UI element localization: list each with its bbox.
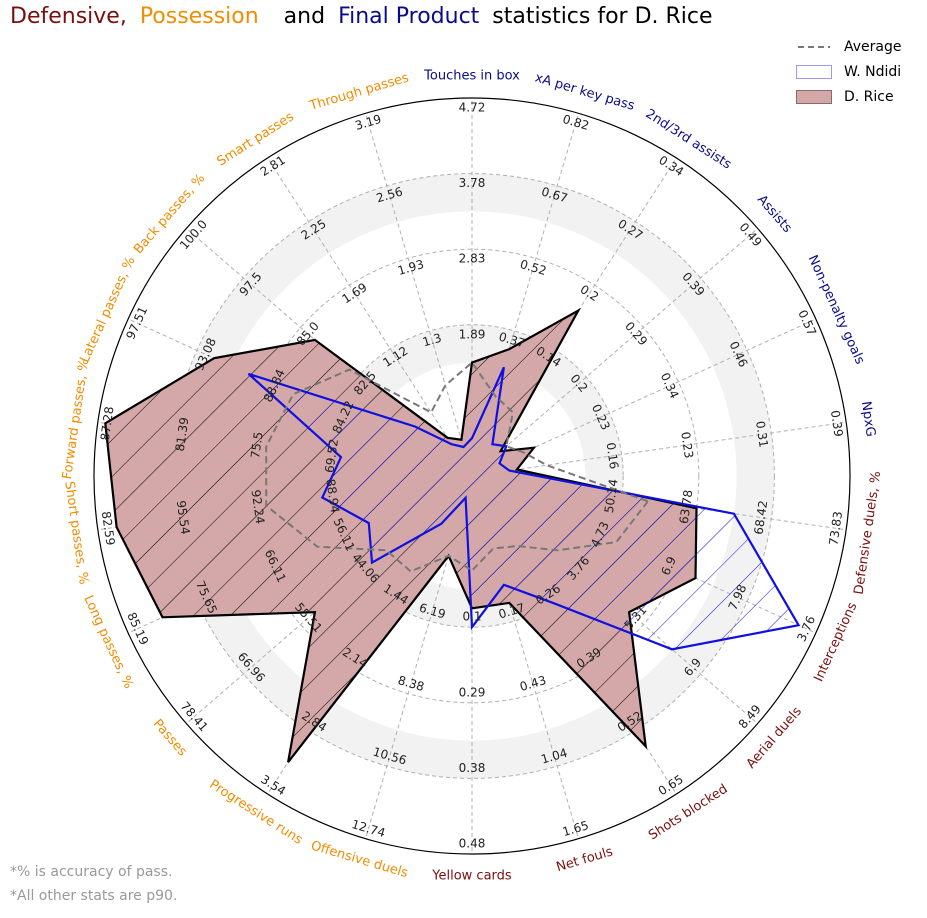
tick-label: 0.16 (603, 442, 621, 470)
tick-label: 0.57 (795, 308, 819, 338)
tick-label: 3.54 (258, 772, 288, 798)
tick-label: 2.83 (459, 252, 486, 266)
title-part-defensive: Defensive, (10, 4, 127, 29)
tick-label: 73.83 (826, 510, 845, 546)
tick-label: 1.89 (459, 327, 486, 341)
tick-label: 95.54 (174, 500, 193, 536)
tick-label: 63.78 (677, 489, 696, 525)
tick-label: 0.34 (656, 153, 686, 179)
tick-label: 8.49 (736, 702, 764, 731)
tick-label: 100.0 (177, 217, 210, 252)
spoke-21 (471, 421, 847, 477)
tick-label: 88.94 (323, 478, 342, 514)
category-label: Non-penalty goals (805, 253, 868, 367)
category-label: Offensive duels (309, 838, 410, 881)
outer-circle (93, 97, 851, 855)
tick-label: 0.23 (678, 431, 696, 459)
legend-label-rice: D. Rice (844, 88, 894, 105)
tick-label: 82.59 (99, 510, 118, 546)
tick-label: 85.19 (124, 610, 151, 647)
tick-label: 12.74 (350, 817, 387, 840)
legend-label-average: Average (844, 38, 902, 55)
radar-series (104, 307, 801, 763)
tick-label: 0.38 (459, 761, 486, 775)
tick-label: 0.52 (518, 257, 548, 278)
category-label: Assists (754, 192, 795, 236)
tick-label: 1.3 (421, 331, 443, 350)
tick-label: 97.51 (123, 304, 150, 341)
grid-circle-0 (320, 324, 624, 628)
chart-title: Defensive, Possession and Final Product … (10, 4, 719, 29)
series-ndidi (247, 366, 801, 651)
tick-label: 0.31 (753, 420, 771, 448)
tick-label: 50.14 (602, 478, 621, 514)
category-label: Back passes, % (131, 171, 208, 257)
tick-label: 75.5 (248, 431, 266, 459)
tick-label: 78.41 (178, 699, 211, 734)
category-label: Interceptions (811, 600, 860, 684)
category-label: Progressive runs (206, 777, 305, 848)
footnote-p90: *All other stats are p90. (10, 888, 178, 904)
legend-label-ndidi: W. Ndidi (844, 63, 902, 80)
category-label: Touches in box (423, 69, 520, 84)
category-label: Long passes, % (80, 593, 135, 691)
tick-label: 0.65 (656, 772, 686, 798)
legend-key-ndidi (796, 64, 832, 79)
category-label: Defensive duels, % (852, 470, 885, 595)
tick-label: 0.2 (578, 282, 602, 304)
legend: Average W. Ndidi D. Rice (796, 34, 902, 109)
tick-label: 4.72 (459, 101, 486, 115)
tick-label: 3.76 (794, 614, 818, 644)
legend-entry-rice: D. Rice (796, 84, 902, 109)
spoke-14 (267, 157, 473, 477)
title-part-subject: statistics for D. Rice (492, 4, 713, 29)
tick-label: 68.42 (752, 500, 771, 536)
tick-label: 0.34 (658, 371, 682, 401)
tick-label: 0.29 (459, 685, 486, 699)
tick-label: 92.24 (249, 489, 268, 525)
title-part-and: and (283, 4, 326, 29)
category-label: Short passes, % (61, 480, 91, 585)
category-label: Yellow cards (431, 869, 512, 884)
title-part-possession: Possession (139, 4, 259, 29)
legend-entry-average: Average (796, 34, 902, 59)
tick-label: 0.39 (828, 409, 846, 437)
spoke-15 (365, 113, 473, 477)
tick-label: 2.81 (258, 153, 288, 179)
tick-label: 3.78 (459, 176, 486, 190)
category-label: xA per key pass (533, 70, 636, 114)
category-label: Forward passes, % (60, 358, 92, 480)
tick-label: 1.93 (396, 257, 426, 278)
category-label: Passes (150, 717, 190, 760)
category-label: Net fouls (555, 844, 615, 875)
tick-label: 0.1 (462, 610, 481, 624)
footnote-accuracy: *% is accuracy of pass. (10, 864, 173, 880)
tick-label: 0.29 (622, 319, 650, 348)
grid-circle-1 (244, 248, 700, 704)
tick-label: 0.49 (736, 220, 764, 249)
category-label: Lateral passes, % (78, 255, 139, 365)
tick-label: 1.69 (340, 280, 370, 306)
title-part-final-product: Final Product (338, 4, 480, 29)
legend-entry-ndidi: W. Ndidi (796, 59, 902, 84)
legend-key-average (798, 45, 830, 48)
tick-label: 81.39 (173, 416, 192, 452)
legend-key-rice (796, 89, 832, 104)
category-label: Through passes (307, 70, 411, 114)
series-average (265, 361, 650, 573)
tick-label: 87.28 (98, 406, 117, 442)
spoke-19 (471, 228, 759, 477)
tick-label: 69.52 (322, 438, 341, 474)
category-label: NpxG (858, 400, 878, 438)
tick-label: 0.48 (459, 837, 486, 851)
